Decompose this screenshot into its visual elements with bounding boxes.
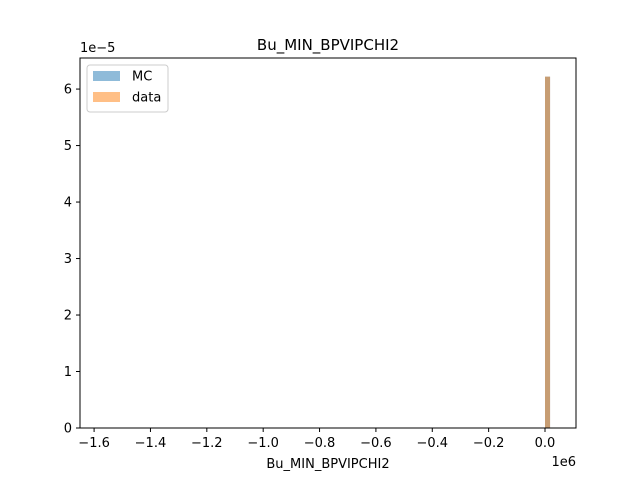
legend-swatch-data [93,92,120,102]
legend: MC data [86,64,169,113]
x-tick-label: −1.6 [78,436,110,451]
x-tick-label: −0.8 [304,436,336,451]
legend-label-data: data [132,91,161,106]
x-tick-label: −1.4 [135,436,167,451]
x-tick-label: 0.0 [535,436,556,451]
x-axis-label: Bu_MIN_BPVIPCHI2 [266,457,389,472]
y-tick-label: 0 [64,422,72,437]
y-tick-label: 2 [64,309,72,324]
x-offset-label: 1e6 [551,455,576,470]
y-offset-label: 1e−5 [80,41,115,56]
legend-label-mc: MC [132,70,152,85]
x-axis: −1.6 −1.4 −1.2 −1.0 −0.8 −0.6 −0.4 −0.2 0.0 [78,428,555,451]
y-tick-label: 3 [64,252,72,267]
x-tick-label: −1.2 [191,436,223,451]
histogram-bars [545,76,551,428]
legend-swatch-mc [93,71,120,81]
plot-frame [79,57,577,429]
x-tick-label: −1.0 [247,436,279,451]
y-tick-label: 4 [64,196,72,211]
y-tick-label: 6 [64,83,72,98]
x-tick-label: −0.6 [360,436,392,451]
y-tick-label: 5 [64,139,72,154]
x-tick-label: −0.4 [416,436,448,451]
chart-title: Bu_MIN_BPVIPCHI2 [257,36,399,55]
x-tick-label: −0.2 [473,436,505,451]
y-tick-label: 1 [64,365,72,380]
bar-data-0 [545,76,551,428]
y-axis: 0 1 2 3 4 5 6 [64,83,80,437]
